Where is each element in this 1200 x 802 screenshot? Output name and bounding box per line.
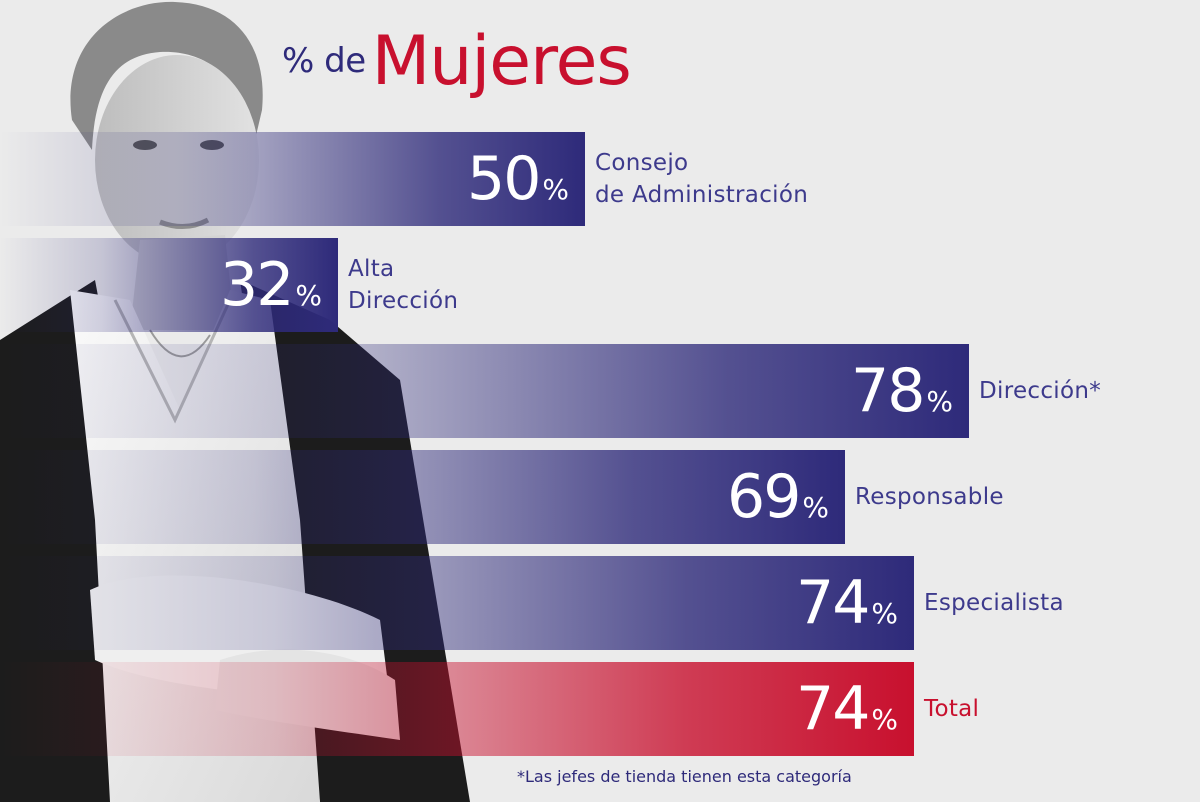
value-label-1: 32%	[122, 238, 322, 343]
category-label-3: Responsable	[855, 484, 1004, 510]
bar-1	[0, 238, 338, 332]
footnote: *Las jefes de tienda tienen esta categor…	[517, 767, 852, 786]
bar-5	[0, 662, 914, 756]
value-label-2: 78%	[753, 344, 953, 449]
value-number: 32	[220, 250, 294, 320]
value-number: 74	[796, 674, 870, 744]
value-unit: %	[542, 173, 569, 206]
value-unit: %	[871, 597, 898, 630]
value-number: 78	[851, 356, 925, 426]
bar-0	[0, 132, 585, 226]
category-label-2: Dirección*	[979, 378, 1102, 404]
title-main: Mujeres	[371, 22, 632, 101]
bar-4	[0, 556, 914, 650]
value-unit: %	[295, 279, 322, 312]
value-label-4: 74%	[698, 556, 898, 661]
value-number: 69	[727, 462, 801, 532]
value-unit: %	[926, 385, 953, 418]
value-unit: %	[802, 491, 829, 524]
value-unit: %	[871, 703, 898, 736]
category-label-5: Total	[924, 696, 980, 722]
value-number: 74	[796, 568, 870, 638]
chart-title: % deMujeres	[282, 22, 632, 101]
value-label-0: 50%	[369, 132, 569, 237]
bar-2	[0, 344, 969, 438]
category-label-4: Especialista	[924, 590, 1064, 616]
bar-3	[0, 450, 845, 544]
value-label-5: 74%	[698, 662, 898, 767]
value-label-3: 69%	[629, 450, 829, 555]
value-number: 50	[467, 144, 541, 214]
category-label-1: Alta Dirección	[348, 256, 459, 314]
title-prefix: % de	[282, 41, 366, 81]
category-label-0: Consejo de Administración	[595, 150, 809, 208]
